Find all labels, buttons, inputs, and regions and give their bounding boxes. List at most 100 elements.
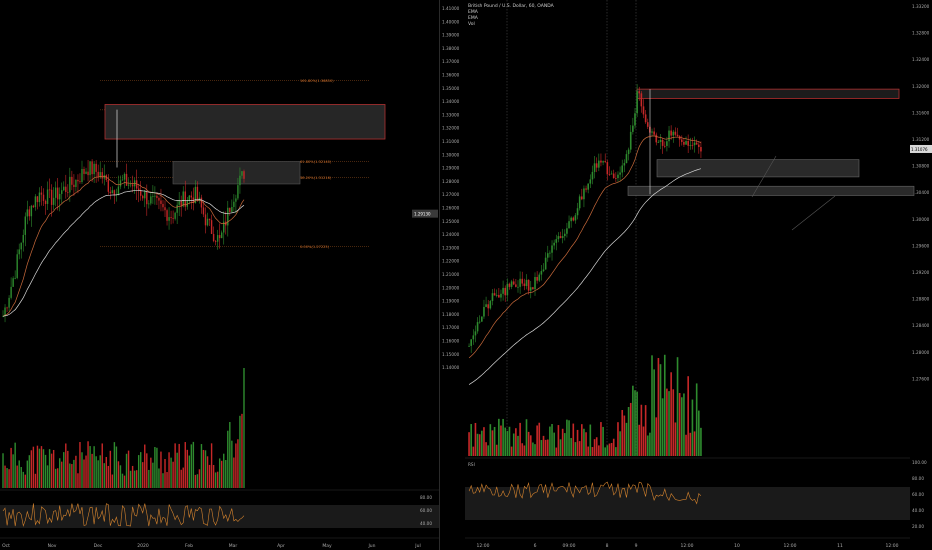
candle-body [661, 139, 664, 146]
x-tick-label: Feb [185, 543, 193, 549]
volume-bar [99, 455, 101, 488]
volume-bar [125, 453, 128, 488]
volume-bar [135, 470, 138, 488]
volume-bar [644, 405, 647, 456]
left-price-chart[interactable]: 161.80%(1.36850)100.00%(1.35140)61.80%(1… [0, 0, 440, 550]
volume-bar [476, 433, 479, 456]
left-chart-pane[interactable]: 161.80%(1.36850)100.00%(1.35140)61.80%(1… [0, 0, 440, 550]
candle-body [200, 197, 203, 208]
price-axis-right-label: 1.27600 [912, 376, 930, 381]
volume-bar [198, 469, 201, 488]
volume-bar [691, 399, 694, 456]
candle-body [604, 161, 607, 163]
right-price-chart[interactable]: 1.41000 1.40000 1.39000 1.38000 1.37000 1.360… [440, 0, 932, 550]
volume-bar [634, 390, 636, 456]
volume-bar [612, 438, 615, 456]
candle-body [508, 283, 511, 287]
volume-bar [200, 444, 203, 488]
volume-bar [521, 443, 524, 456]
candle-body [510, 281, 513, 287]
volume-bar [491, 430, 494, 456]
candle-body [113, 190, 116, 195]
right-chart-pane[interactable]: 1.41000 1.40000 1.39000 1.38000 1.37000 1.360… [440, 0, 932, 550]
candle-body [83, 168, 85, 174]
volume-bar [551, 424, 553, 456]
candle-body [504, 287, 507, 296]
candle-body [672, 131, 675, 136]
candle-body [65, 186, 67, 192]
volume-bar [150, 457, 152, 488]
volume-bar [549, 426, 551, 456]
volume-bar [208, 464, 211, 488]
volume-bar [63, 452, 65, 488]
price-axis-left-label: 1.32000 [442, 126, 460, 131]
volume-bar [204, 450, 207, 488]
volume-bar [44, 454, 47, 488]
candle-body [40, 192, 43, 195]
volume-bar [137, 455, 140, 488]
volume-bar [67, 450, 69, 488]
volume-bar [563, 433, 566, 456]
candle-body [468, 345, 470, 347]
candle-body [89, 161, 91, 176]
candle-body [42, 194, 45, 201]
candle-body [198, 197, 201, 200]
candle-body [111, 190, 114, 194]
candle-body [640, 93, 643, 107]
volume-bar [500, 425, 502, 456]
candle-body [233, 201, 235, 207]
candle-body [691, 144, 694, 146]
volume-bar [655, 417, 658, 456]
volume-bar [687, 376, 689, 456]
volume-bar [604, 447, 607, 456]
volume-bar [190, 444, 193, 488]
volume-bar [93, 446, 95, 488]
volume-bar [91, 453, 93, 488]
candle-body [210, 220, 213, 234]
volume-bar [176, 452, 178, 488]
candle-body [638, 91, 641, 94]
volume-bar [75, 455, 77, 488]
pane-divider[interactable] [439, 0, 440, 550]
candle-body [168, 217, 170, 221]
candle-body [617, 174, 619, 179]
volume-bar [636, 391, 638, 456]
candle-body [623, 163, 626, 166]
volume-bar [529, 435, 532, 456]
candle-body [629, 131, 632, 150]
volume-bar [113, 442, 116, 488]
volume-bar [56, 468, 59, 488]
volume-bar [144, 444, 146, 488]
volume-bar [585, 432, 587, 456]
candle-body [538, 274, 541, 281]
volume-bar [40, 446, 43, 488]
candle-body [237, 185, 239, 199]
volume-bar [540, 440, 543, 456]
volume-bar [640, 404, 643, 456]
price-axis-right-label: 1.33200 [912, 4, 930, 9]
volume-bar [172, 461, 174, 488]
candle-body [472, 335, 475, 340]
candle-body [495, 294, 498, 296]
volume-bar [557, 425, 560, 456]
zone-upper [636, 88, 900, 99]
candle-body [172, 217, 174, 219]
volume-bar [178, 443, 180, 488]
candle-body [166, 210, 168, 221]
volume-bar [693, 431, 696, 456]
volume-bar [617, 422, 619, 456]
candle-body [655, 134, 658, 143]
volume-bar [680, 397, 683, 456]
volume-bar [638, 424, 641, 456]
candle-body [644, 114, 647, 123]
candle-body [38, 192, 41, 203]
volume-bar [214, 472, 217, 488]
volume-bar [186, 449, 188, 488]
volume-bar [670, 372, 672, 456]
volume-bar [506, 431, 509, 456]
volume-bar [572, 423, 575, 456]
volume-bar [69, 463, 71, 488]
price-axis-left-label: 1.34000 [442, 99, 460, 104]
volume-bar [468, 432, 470, 456]
candle-body [683, 141, 685, 145]
